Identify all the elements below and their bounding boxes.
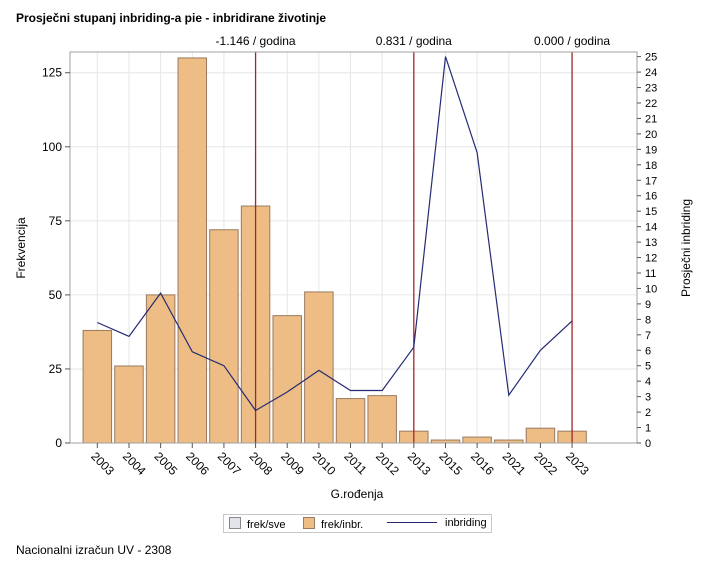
left-tick-label-0: 0 <box>55 436 62 450</box>
right-tick-label-0: 0 <box>645 438 651 450</box>
x-tick-label-2012: 2012 <box>373 449 402 478</box>
left-tick-label-3: 75 <box>49 214 63 228</box>
right-tick-label-15: 15 <box>645 206 657 218</box>
right-tick-label-16: 16 <box>645 191 657 203</box>
x-tick-label-2010: 2010 <box>310 449 339 478</box>
right-tick-label-22: 22 <box>645 98 657 110</box>
right-tick-label-1: 1 <box>645 423 651 435</box>
legend-swatch-frek-sve <box>229 517 241 529</box>
ref-line-label-2023: 0.000 / godina <box>534 34 610 48</box>
legend-item-frek-inbr: frek/inbr. <box>303 517 363 531</box>
legend-label-inbriding: inbriding <box>445 517 487 529</box>
bar-2009 <box>272 315 302 444</box>
right-tick-label-25: 25 <box>645 52 657 64</box>
bar-2004 <box>114 365 144 444</box>
right-tick-label-13: 13 <box>645 237 657 249</box>
chart-legend: frek/sve frek/inbr. inbriding <box>223 514 492 533</box>
y-axis-left-title: Frekvencija <box>14 217 28 279</box>
chart-title: Prosječni stupanj inbriding-a pie - inbr… <box>16 11 327 25</box>
x-tick-label-2022: 2022 <box>531 449 560 478</box>
right-tick-label-3: 3 <box>645 392 651 404</box>
legend-line-inbriding <box>387 522 437 523</box>
x-tick-label-2016: 2016 <box>468 449 497 478</box>
line-series-inbriding <box>97 56 573 412</box>
right-tick-label-20: 20 <box>645 129 657 141</box>
legend-label-frek-inbr: frek/inbr. <box>321 519 364 531</box>
x-tick-label-2007: 2007 <box>215 449 244 478</box>
right-tick-label-7: 7 <box>645 330 651 342</box>
x-tick-label-2013: 2013 <box>405 449 434 478</box>
right-tick-label-10: 10 <box>645 283 657 295</box>
left-tick-label-5: 125 <box>42 66 62 80</box>
x-tick-label-2005: 2005 <box>152 449 181 478</box>
legend-swatch-frek-inbr <box>303 517 315 529</box>
bar-2022 <box>525 427 556 444</box>
x-tick-label-2008: 2008 <box>246 449 275 478</box>
x-axis-title: G.rođenja <box>331 487 384 501</box>
legend-label-frek-sve: frek/sve <box>247 519 286 531</box>
right-tick-label-12: 12 <box>645 253 657 265</box>
right-tick-label-24: 24 <box>645 67 657 79</box>
right-tick-label-8: 8 <box>645 314 651 326</box>
x-tick-label-2023: 2023 <box>563 449 592 478</box>
x-tick-label-2006: 2006 <box>183 449 212 478</box>
right-tick-label-19: 19 <box>645 144 657 156</box>
bar-2012 <box>367 395 397 444</box>
x-tick-label-2011: 2011 <box>341 449 369 477</box>
left-tick-label-2: 50 <box>49 288 63 302</box>
right-tick-label-18: 18 <box>645 160 657 172</box>
right-tick-label-2: 2 <box>645 407 651 419</box>
legend-item-inbriding: inbriding <box>387 517 487 529</box>
x-tick-label-2004: 2004 <box>120 449 149 478</box>
x-tick-label-2009: 2009 <box>278 449 307 478</box>
x-tick-label-2015: 2015 <box>436 449 465 478</box>
bar-2005 <box>145 294 176 444</box>
bar-2011 <box>335 398 366 444</box>
ref-line-label-2008: -1.146 / godina <box>216 34 296 48</box>
bar-2010 <box>304 291 334 444</box>
right-tick-label-4: 4 <box>645 376 651 388</box>
x-tick-label-2021: 2021 <box>500 449 529 478</box>
right-tick-label-17: 17 <box>645 175 657 187</box>
x-tick-label-2003: 2003 <box>88 449 117 478</box>
ref-line-label-2013: 0.831 / godina <box>376 34 452 48</box>
legend-item-frek-sve: frek/sve <box>229 517 286 531</box>
left-tick-label-4: 100 <box>42 140 62 154</box>
plot-frame <box>69 51 638 444</box>
bar-2016 <box>462 436 492 444</box>
right-tick-label-6: 6 <box>645 345 651 357</box>
bar-2006 <box>177 57 208 444</box>
bar-2003 <box>82 329 113 444</box>
right-tick-label-11: 11 <box>645 268 656 280</box>
y-axis-right-title: Prosječni inbriding <box>679 199 693 297</box>
right-tick-label-21: 21 <box>645 113 657 125</box>
right-tick-label-14: 14 <box>645 222 657 234</box>
right-tick-label-5: 5 <box>645 361 651 373</box>
right-tick-label-23: 23 <box>645 83 657 95</box>
right-tick-label-9: 9 <box>645 299 651 311</box>
footer-note: Nacionalni izračun UV - 2308 <box>16 543 172 557</box>
bar-2007 <box>209 229 239 444</box>
left-tick-label-1: 25 <box>49 362 63 376</box>
